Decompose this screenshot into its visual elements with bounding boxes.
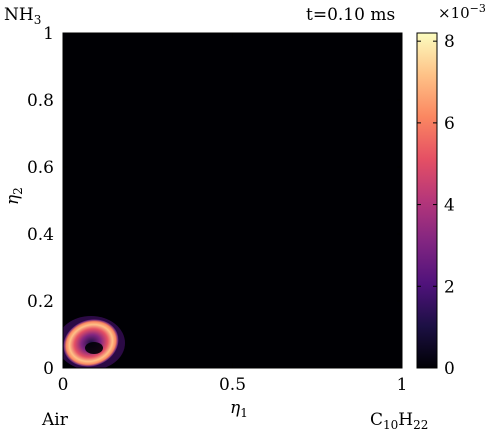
colorbar-tick-label: 0 — [444, 359, 455, 379]
x-axis-label: η1 — [230, 398, 248, 420]
y-axis-label: η2 — [3, 187, 25, 205]
x-tick-label: 0 — [58, 375, 69, 395]
colorbar-gradient — [416, 32, 438, 369]
time-label: t=0.10 ms — [306, 5, 395, 25]
x-tick-label: 1 — [397, 375, 408, 395]
colorbar-exponent: ×10−3 — [438, 2, 486, 22]
y-tick-label: 0.6 — [27, 158, 54, 178]
x-axis: 0 0.5 1 — [58, 33, 408, 395]
label-air: Air — [41, 410, 69, 430]
colorbar-tick-label: 6 — [444, 114, 455, 134]
y-tick-label: 1 — [43, 24, 54, 44]
heatmap-ring-core — [85, 342, 103, 354]
heatmap-plot — [62, 32, 403, 369]
y-tick-label: 0.2 — [27, 292, 54, 312]
colorbar-tick-label: 4 — [444, 196, 455, 216]
label-nh3: NH3 — [4, 5, 41, 27]
y-tick-label: 0.4 — [27, 225, 54, 245]
y-tick-label: 0.8 — [27, 91, 54, 111]
heatmap-background — [63, 33, 402, 368]
y-tick-label: 0 — [43, 359, 54, 379]
x-tick-label: 0.5 — [219, 375, 246, 395]
colorbar-tick-label: 2 — [444, 277, 455, 297]
colorbar: 0 2 4 6 8 ×10−3 — [416, 2, 486, 379]
y-axis: 0 0.2 0.4 0.6 0.8 1 — [27, 24, 402, 379]
label-c10h22: C10H22 — [370, 410, 428, 432]
colorbar-tick-label: 8 — [444, 32, 455, 52]
